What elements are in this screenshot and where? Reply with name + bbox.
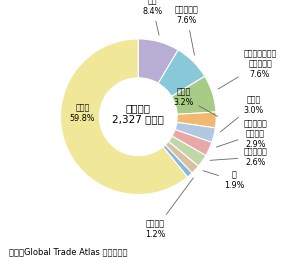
Text: 豪州輸入
2,327 億ドル: 豪州輸入 2,327 億ドル	[112, 103, 164, 124]
Wedge shape	[172, 76, 216, 114]
Wedge shape	[165, 141, 199, 173]
Text: 電話機
3.0%: 電話機 3.0%	[220, 95, 264, 132]
Wedge shape	[163, 145, 192, 177]
Wedge shape	[138, 39, 178, 83]
Wedge shape	[168, 136, 206, 166]
Wedge shape	[175, 122, 215, 142]
Text: 医薬品
3.2%: 医薬品 3.2%	[173, 87, 218, 116]
Text: 石油及び歴青油
（除原油）
7.6%: 石油及び歴青油 （除原油） 7.6%	[218, 49, 277, 89]
Text: 原油
8.4%: 原油 8.4%	[142, 0, 163, 35]
Text: 貨物自動車
2.6%: 貨物自動車 2.6%	[210, 148, 267, 167]
Text: その他
59.8%: その他 59.8%	[70, 103, 95, 123]
Wedge shape	[61, 39, 188, 195]
Text: 液化ガス
1.2%: 液化ガス 1.2%	[145, 178, 194, 239]
Wedge shape	[172, 130, 212, 156]
Text: 金
1.9%: 金 1.9%	[203, 171, 244, 190]
Text: 乗用自動車
7.6%: 乗用自動車 7.6%	[175, 5, 199, 55]
Text: 資料：Global Trade Atlas から作成。: 資料：Global Trade Atlas から作成。	[9, 248, 128, 257]
Text: 自動データ
処理機械
2.9%: 自動データ 処理機械 2.9%	[216, 119, 267, 149]
Wedge shape	[177, 112, 216, 128]
Wedge shape	[158, 50, 205, 96]
